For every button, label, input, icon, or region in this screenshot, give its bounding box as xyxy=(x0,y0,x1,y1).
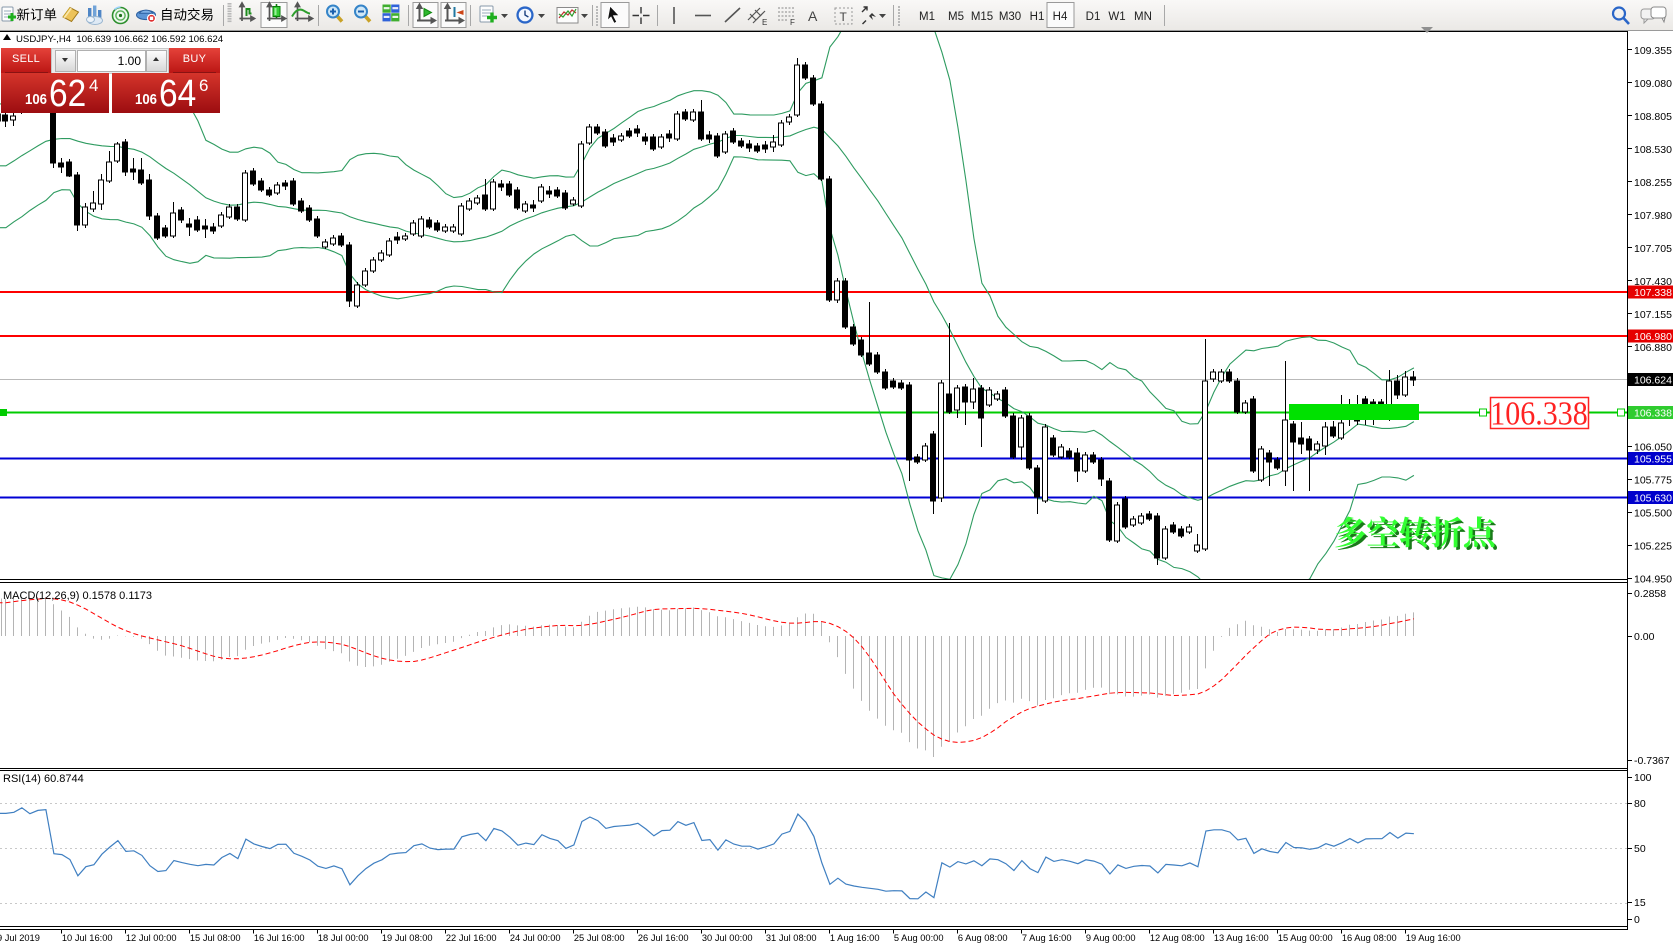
svg-text:0.2858: 0.2858 xyxy=(1634,588,1666,600)
svg-text:107.430: 107.430 xyxy=(1634,276,1672,288)
svg-text:6 Aug 08:00: 6 Aug 08:00 xyxy=(958,933,1008,943)
svg-text:107.705: 107.705 xyxy=(1634,243,1672,255)
svg-text:50: 50 xyxy=(1634,843,1646,855)
svg-text:D1: D1 xyxy=(1086,11,1101,23)
svg-text:106.624: 106.624 xyxy=(1634,375,1672,387)
svg-text:25 Jul 08:00: 25 Jul 08:00 xyxy=(574,933,625,943)
svg-text:16 Aug 08:00: 16 Aug 08:00 xyxy=(1342,933,1397,943)
svg-text:M5: M5 xyxy=(948,11,964,23)
svg-text:31 Jul 08:00: 31 Jul 08:00 xyxy=(766,933,817,943)
svg-text:5 Aug 00:00: 5 Aug 00:00 xyxy=(894,933,944,943)
svg-text:100: 100 xyxy=(1634,772,1652,784)
svg-text:9 Jul 2019: 9 Jul 2019 xyxy=(0,933,40,943)
svg-text:26 Jul 16:00: 26 Jul 16:00 xyxy=(638,933,689,943)
svg-text:80: 80 xyxy=(1634,798,1646,810)
svg-text:16 Jul 16:00: 16 Jul 16:00 xyxy=(254,933,305,943)
svg-text:10 Jul 16:00: 10 Jul 16:00 xyxy=(62,933,113,943)
svg-text:30 Jul 00:00: 30 Jul 00:00 xyxy=(702,933,753,943)
svg-text:A: A xyxy=(808,8,818,24)
svg-text:MACD(12,26,9) 0.1578 0.1173: MACD(12,26,9) 0.1578 0.1173 xyxy=(3,590,152,602)
svg-text:0.00: 0.00 xyxy=(1634,631,1655,643)
svg-text:MN: MN xyxy=(1134,11,1152,23)
svg-text:108.805: 108.805 xyxy=(1634,111,1672,123)
svg-text:104.950: 104.950 xyxy=(1634,574,1672,586)
svg-text:106.880: 106.880 xyxy=(1634,342,1672,354)
svg-text:M15: M15 xyxy=(971,11,993,23)
svg-text:7 Aug 16:00: 7 Aug 16:00 xyxy=(1022,933,1072,943)
svg-text:109.080: 109.080 xyxy=(1634,78,1672,90)
svg-text:M30: M30 xyxy=(999,11,1021,23)
svg-text:105.630: 105.630 xyxy=(1634,493,1672,505)
svg-text:105.955: 105.955 xyxy=(1634,454,1672,466)
svg-text:H1: H1 xyxy=(1030,11,1045,23)
svg-text:USDJPY-,H4 106.639 106.662 10: USDJPY-,H4 106.639 106.662 106.592 106.6… xyxy=(16,34,224,45)
svg-text:22 Jul 16:00: 22 Jul 16:00 xyxy=(446,933,497,943)
svg-text:107.338: 107.338 xyxy=(1634,287,1672,299)
svg-text:9 Aug 00:00: 9 Aug 00:00 xyxy=(1086,933,1136,943)
svg-text:19 Aug 16:00: 19 Aug 16:00 xyxy=(1406,933,1461,943)
svg-text:12 Aug 08:00: 12 Aug 08:00 xyxy=(1150,933,1205,943)
svg-text:T: T xyxy=(840,10,848,24)
svg-text:0: 0 xyxy=(1634,914,1640,926)
svg-text:106.050: 106.050 xyxy=(1634,442,1672,454)
svg-text:RSI(14) 60.8744: RSI(14) 60.8744 xyxy=(3,773,84,785)
svg-text:19 Jul 08:00: 19 Jul 08:00 xyxy=(382,933,433,943)
svg-text:106.338: 106.338 xyxy=(1634,408,1672,420)
svg-text:15: 15 xyxy=(1634,897,1646,909)
svg-text:107.980: 107.980 xyxy=(1634,210,1672,222)
svg-text:1 Aug 16:00: 1 Aug 16:00 xyxy=(830,933,880,943)
svg-text:12 Jul 00:00: 12 Jul 00:00 xyxy=(126,933,177,943)
svg-text:109.355: 109.355 xyxy=(1634,45,1672,57)
svg-text:24 Jul 00:00: 24 Jul 00:00 xyxy=(510,933,561,943)
svg-text:106.980: 106.980 xyxy=(1634,331,1672,343)
svg-text:H4: H4 xyxy=(1053,11,1068,23)
svg-text:15 Aug 00:00: 15 Aug 00:00 xyxy=(1278,933,1333,943)
svg-text:E: E xyxy=(762,18,767,27)
svg-text:105.225: 105.225 xyxy=(1634,541,1672,553)
svg-text:F: F xyxy=(790,18,795,27)
svg-text:13 Aug 16:00: 13 Aug 16:00 xyxy=(1214,933,1269,943)
svg-text:108.255: 108.255 xyxy=(1634,177,1672,189)
svg-text:M1: M1 xyxy=(919,11,935,23)
svg-text:18 Jul 00:00: 18 Jul 00:00 xyxy=(318,933,369,943)
svg-text:108.530: 108.530 xyxy=(1634,144,1672,156)
svg-text:107.155: 107.155 xyxy=(1634,309,1672,321)
svg-text:15 Jul 08:00: 15 Jul 08:00 xyxy=(190,933,241,943)
svg-text:-0.7367: -0.7367 xyxy=(1634,755,1670,767)
svg-text:105.775: 105.775 xyxy=(1634,475,1672,487)
svg-text:106.338: 106.338 xyxy=(1490,394,1587,432)
svg-text:105.500: 105.500 xyxy=(1634,508,1672,520)
svg-text:W1: W1 xyxy=(1108,11,1125,23)
